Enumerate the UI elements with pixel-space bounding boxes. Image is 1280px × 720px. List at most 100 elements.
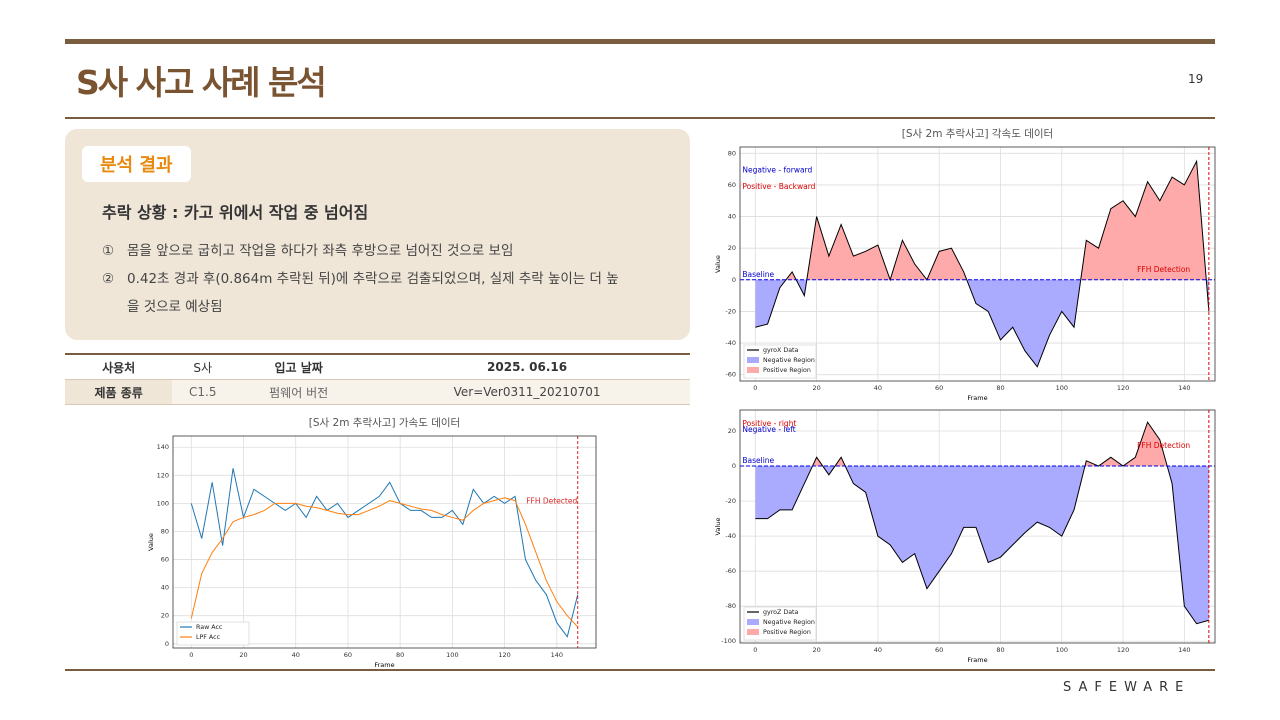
cell: Ver=Ver0311_20210701 (364, 379, 690, 405)
x-tick-label: 80 (996, 384, 1004, 392)
y-tick-label: -100 (721, 637, 736, 645)
top-rule (65, 39, 1215, 44)
summary-label: 분석 결과 (82, 146, 191, 182)
legend-swatch (747, 629, 759, 635)
x-tick-label: 140 (551, 651, 563, 659)
cell: C1.5 (172, 379, 234, 405)
item: ① 몸을 앞으로 굽히고 작업을 하다가 좌측 후방으로 넘어진 것으로 보임 (102, 237, 627, 265)
row: 제품 종류 C1.5 펌웨어 버전 Ver=Ver0311_20210701 (65, 379, 690, 405)
annotation: Positive - Backward (742, 182, 815, 191)
cell: 펌웨어 버전 (233, 379, 365, 405)
y-tick-label: -40 (725, 339, 736, 347)
series-line (755, 421, 1210, 625)
x-tick-label: 80 (396, 651, 404, 659)
x-tick-label: 40 (292, 651, 300, 659)
x-tick-label: 120 (1117, 384, 1129, 392)
x-tick-label: 120 (1117, 646, 1129, 654)
x-axis-label: Frame (967, 656, 987, 664)
page-number: 19 (1188, 72, 1204, 86)
item-text: 0.42초 경과 후(0.864m 추락된 뒤)에 추락으로 검출되었으며, 실… (127, 271, 619, 315)
info-table: 사용처 S사 입고 날짜 2025. 06.16 제품 종류 C1.5 펌웨어 버전 Ver… (65, 353, 690, 405)
footer-rule (65, 669, 1215, 671)
y-tick-label: 0 (732, 276, 736, 284)
y-tick-label: 100 (157, 499, 169, 507)
x-tick-label: 140 (1178, 384, 1190, 392)
legend-label: Positive Region (763, 629, 811, 636)
y-tick-label: 20 (728, 244, 736, 252)
y-tick-label: -60 (725, 371, 736, 379)
x-tick-label: 140 (1178, 646, 1190, 654)
legend-label: Positive Region (763, 367, 811, 374)
x-tick-label: 20 (812, 384, 820, 392)
legend-label: Raw Acc (196, 624, 223, 631)
y-tick-label: -40 (725, 532, 736, 540)
y-tick-label: -20 (725, 497, 736, 505)
legend-swatch (747, 619, 759, 625)
y-tick-label: 0 (732, 462, 736, 470)
region (785, 161, 1207, 280)
annotation: FFH Detected (526, 497, 577, 506)
x-tick-label: 80 (996, 646, 1004, 654)
cell: 입고 날짜 (233, 354, 365, 380)
y-tick-label: -80 (725, 602, 736, 610)
legend-label: gyroZ Data (763, 609, 799, 616)
x-tick-label: 0 (753, 646, 757, 654)
cell: S사 (172, 354, 234, 380)
y-tick-label: 60 (161, 556, 169, 564)
region (812, 422, 1168, 467)
cell: 사용처 (65, 354, 173, 380)
y-tick-label: 60 (728, 181, 736, 189)
x-tick-label: 60 (344, 651, 352, 659)
chart-title: [S사 2m 추락사고] 각속도 데이터 (902, 128, 1053, 140)
annotation: Negative - forward (742, 165, 812, 174)
legend-box (176, 621, 250, 646)
y-tick-label: 120 (157, 471, 169, 479)
y-axis-label: Value (714, 518, 722, 536)
y-axis-label: Value (714, 255, 722, 273)
plot-frame (172, 435, 597, 649)
legend-label: LPF Acc (196, 634, 221, 641)
summary-heading: 추락 상황 : 카고 위에서 작업 중 넘어짐 (102, 203, 369, 222)
x-tick-label: 100 (1056, 646, 1068, 654)
x-tick-label: 40 (874, 646, 882, 654)
x-tick-label: 40 (874, 384, 882, 392)
annotation: FFH Detection (1137, 441, 1190, 450)
item-text: 몸을 앞으로 굽히고 작업을 하다가 좌측 후방으로 넘어진 것으로 보임 (127, 243, 514, 259)
legend-label: Negative Region (763, 357, 815, 364)
plot-frame (739, 146, 1216, 382)
y-tick-label: 80 (161, 527, 169, 535)
x-tick-label: 60 (935, 646, 943, 654)
annotation: Baseline (742, 456, 774, 465)
legend-swatch (747, 357, 759, 363)
y-tick-label: 140 (157, 443, 169, 451)
x-tick-label: 20 (812, 646, 820, 654)
y-tick-label: -20 (725, 307, 736, 315)
series-line (190, 468, 579, 638)
plot-frame (739, 409, 1216, 644)
annotation: Positive - right (742, 419, 796, 428)
y-tick-label: 20 (728, 427, 736, 435)
marker: ② (102, 271, 115, 287)
y-tick-label: 20 (161, 612, 169, 620)
cell: 2025. 06.16 (364, 354, 690, 380)
row: 사용처 S사 입고 날짜 2025. 06.16 (65, 354, 690, 380)
annotation: FFH Detection (1137, 265, 1190, 274)
x-tick-label: 0 (753, 384, 757, 392)
y-tick-label: 80 (728, 149, 736, 157)
acc-chart: [S사 2m 추락사고] 가속도 데이터 0 20 40 60 80 100 120 140 0 2… (147, 417, 597, 669)
legend-label: Negative Region (763, 619, 815, 626)
x-tick-label: 60 (935, 384, 943, 392)
y-tick-label: 0 (165, 640, 169, 648)
legend-label: gyroX Data (763, 347, 799, 354)
title: S사 사고 사례 분석 (76, 63, 327, 102)
y-axis-label: Value (147, 533, 155, 551)
x-tick-label: 120 (498, 651, 510, 659)
summary-box: 분석 결과 추락 상황 : 카고 위에서 작업 중 넘어짐 ① 몸을 앞으로 굽히… (65, 129, 690, 340)
cell: 제품 종류 (65, 379, 173, 405)
y-tick-label: -60 (725, 567, 736, 575)
x-tick-label: 20 (239, 651, 247, 659)
logo: SAFEWARE (1063, 680, 1191, 695)
marker: ① (102, 243, 115, 259)
series-line (190, 497, 579, 628)
